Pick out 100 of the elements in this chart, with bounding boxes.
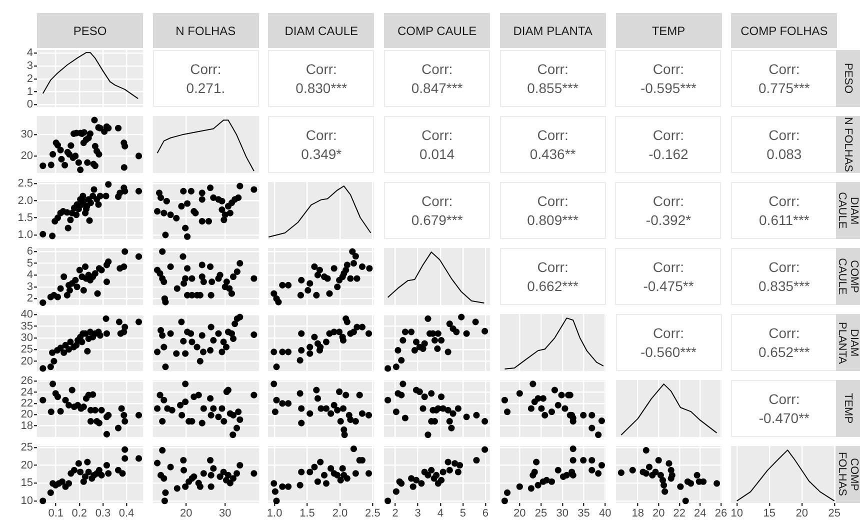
x-tick-label: 30 (218, 508, 231, 520)
y-tick-label: 26 (20, 375, 33, 388)
text: 0.349* (301, 144, 342, 164)
text: 0.014 (420, 144, 455, 164)
y-tick-label: 4 (26, 269, 33, 282)
x-tick-label: 6 (482, 508, 489, 520)
text: PESO (836, 50, 860, 107)
y-tick-label: 2 (26, 292, 33, 305)
text: PESO (37, 13, 143, 48)
x-tick-label: 20 (796, 508, 808, 520)
text: -0.162 (648, 144, 688, 164)
y-tick-label: 3 (26, 60, 33, 72)
text: COMP CAULE (384, 13, 490, 48)
x-tick-label: 1.5 (300, 508, 316, 520)
y-tick-label: 2.0 (18, 194, 33, 207)
x-tick-label: 0.2 (72, 508, 88, 520)
y-tick-label: 24 (20, 386, 33, 398)
text: 0.835*** (758, 276, 810, 296)
y-tick-label: 1.5 (18, 212, 33, 224)
text: Corr: (652, 192, 684, 210)
y-tick-label: 4 (26, 47, 33, 60)
x-tick-label: 20 (652, 508, 664, 520)
text: DIAM CAULE (268, 13, 374, 48)
text: -0.392* (646, 210, 692, 230)
text: Corr: (190, 60, 222, 78)
y-tick-label: 10 (20, 494, 33, 507)
x-tick-label: 0.3 (95, 508, 111, 520)
y-tick-label: 40 (20, 308, 33, 321)
y-tick-label: 15 (20, 477, 33, 490)
text: Corr: (306, 126, 337, 144)
x-tick-label: 20 (180, 508, 192, 520)
y-tick-label: 1.0 (18, 228, 33, 241)
x-tick-label: 25 (828, 508, 841, 520)
text: Corr: (537, 258, 568, 276)
x-tick-label: 10 (730, 508, 744, 520)
text: 0.847*** (411, 78, 463, 98)
y-tick-label: 22 (20, 398, 33, 410)
x-tick-label: 30 (556, 508, 568, 520)
text: 0.436** (530, 144, 576, 164)
x-tick-label: 2 (392, 508, 398, 520)
text: -0.560*** (640, 342, 697, 362)
text: Corr: (768, 258, 800, 276)
x-tick-label: 3 (414, 508, 421, 520)
text: 0.809*** (527, 210, 578, 230)
text: N FOLHAS (836, 116, 860, 173)
text: TEMP (836, 380, 860, 437)
y-tick-label: 20 (20, 355, 33, 368)
text: DIAM PLANTA (836, 314, 860, 371)
x-tick-label: 15 (763, 508, 776, 520)
text: Corr: (306, 60, 337, 78)
x-tick-label: 0.1 (48, 508, 64, 520)
text: 0.662*** (527, 276, 578, 296)
y-tick-label: 25 (20, 441, 33, 454)
text: 0.611*** (759, 210, 810, 230)
x-tick-label: 4 (437, 508, 444, 520)
text: DIAM CAULE (836, 182, 860, 239)
y-tick-label: 5 (26, 257, 33, 270)
y-tick-label: 20 (20, 150, 33, 162)
text: 0.679*** (411, 210, 463, 230)
text: Corr: (768, 126, 800, 144)
text: N FOLHAS (152, 13, 259, 48)
text: Corr: (652, 126, 684, 144)
text: 0.652*** (758, 342, 810, 362)
x-tick-label: 18 (631, 508, 644, 520)
annotation: COMP FOLHAS (836, 446, 860, 503)
text: Corr: (652, 60, 684, 78)
text: Corr: (768, 324, 800, 342)
text: Corr: (652, 258, 684, 276)
y-tick-label: 30 (20, 332, 33, 344)
y-tick-label: 0 (26, 98, 33, 111)
text: 0.083 (766, 144, 802, 164)
y-tick-label: 18 (20, 420, 33, 432)
text: 0.830*** (296, 78, 348, 98)
y-tick-label: 20 (20, 408, 33, 421)
text: Corr: (422, 60, 453, 78)
y-tick-label: 3 (26, 280, 33, 293)
text: DIAM PLANTA (500, 13, 606, 48)
y-tick-label: 6 (26, 246, 33, 258)
text: Corr: (652, 324, 684, 342)
x-tick-label: 0.4 (118, 508, 134, 520)
x-tick-label: 2.0 (332, 508, 348, 520)
x-tick-label: 25 (534, 508, 547, 520)
text: Corr: (537, 60, 568, 78)
x-tick-label: 26 (714, 508, 727, 520)
y-tick-label: 1 (26, 86, 33, 98)
text: -0.595*** (640, 78, 696, 98)
text: COMP CAULE (836, 248, 860, 305)
text: Corr: (768, 192, 800, 210)
x-tick-label: 35 (577, 508, 590, 520)
text: -0.470** (758, 408, 810, 428)
text: -0.475** (643, 276, 694, 296)
text: Corr: (768, 390, 800, 408)
y-tick-label: 20 (20, 459, 33, 472)
x-tick-label: 22 (672, 508, 686, 520)
text: Corr: (422, 126, 453, 144)
x-tick-label: 5 (460, 508, 466, 520)
x-tick-label: 20 (513, 508, 526, 520)
text: Corr: (422, 192, 453, 210)
x-tick-label: 40 (598, 508, 612, 520)
y-tick-label: 25 (20, 344, 33, 356)
